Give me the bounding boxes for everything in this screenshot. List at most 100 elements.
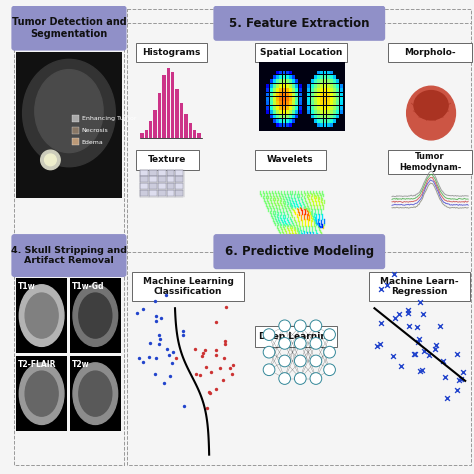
Point — [397, 363, 404, 370]
Point — [416, 367, 424, 374]
Bar — [266, 88, 269, 92]
Bar — [339, 106, 343, 109]
Point — [404, 310, 412, 317]
Text: Necrosis: Necrosis — [82, 128, 109, 133]
Point — [377, 340, 384, 347]
Bar — [323, 101, 327, 105]
Point — [212, 346, 220, 354]
Point — [153, 318, 160, 325]
Point — [413, 324, 421, 331]
Bar — [279, 84, 282, 88]
Bar — [266, 92, 269, 96]
Bar — [327, 110, 329, 114]
Ellipse shape — [23, 59, 115, 167]
Bar — [327, 101, 329, 105]
Bar — [16, 356, 67, 431]
Bar — [283, 119, 285, 123]
Point — [153, 313, 160, 320]
FancyBboxPatch shape — [255, 326, 337, 347]
Bar — [189, 123, 192, 138]
Bar — [314, 110, 317, 114]
Bar — [286, 119, 289, 123]
Bar — [327, 79, 329, 83]
Bar — [279, 106, 282, 109]
Bar — [283, 101, 285, 105]
Bar — [339, 101, 343, 105]
Text: Machine Learning
Classification: Machine Learning Classification — [143, 277, 234, 296]
Bar — [276, 75, 279, 79]
Bar — [270, 84, 273, 88]
Bar — [299, 110, 301, 114]
Circle shape — [279, 373, 291, 384]
Bar — [317, 71, 320, 74]
Bar — [289, 84, 292, 88]
Bar — [314, 115, 317, 118]
Bar — [320, 115, 323, 118]
Bar — [333, 88, 336, 92]
Bar — [14, 9, 124, 235]
Point — [439, 357, 447, 365]
Bar — [299, 84, 301, 88]
Bar — [266, 106, 269, 109]
Bar — [286, 84, 289, 88]
Bar — [333, 75, 336, 79]
Bar — [149, 170, 157, 175]
Ellipse shape — [25, 371, 58, 416]
Bar — [289, 123, 292, 127]
Ellipse shape — [35, 70, 103, 153]
Bar — [154, 110, 157, 138]
FancyBboxPatch shape — [132, 272, 244, 301]
Bar — [323, 115, 327, 118]
Circle shape — [41, 150, 60, 170]
Bar — [149, 190, 157, 196]
Bar — [320, 71, 323, 74]
Bar — [289, 110, 292, 114]
FancyBboxPatch shape — [11, 6, 127, 51]
Bar — [184, 114, 188, 138]
Circle shape — [294, 337, 306, 349]
Bar — [270, 110, 273, 114]
Bar — [333, 101, 336, 105]
FancyBboxPatch shape — [213, 234, 385, 269]
Bar — [292, 88, 295, 92]
Point — [216, 364, 224, 371]
Bar — [337, 115, 339, 118]
Bar — [292, 119, 295, 123]
Bar — [317, 101, 320, 105]
Point — [157, 315, 164, 322]
Point — [196, 372, 204, 379]
Text: T2-FLAIR: T2-FLAIR — [18, 360, 57, 369]
Point — [437, 322, 444, 330]
Bar — [149, 176, 157, 182]
Bar — [162, 75, 165, 138]
Bar — [286, 123, 289, 127]
Bar — [323, 119, 327, 123]
Bar — [337, 106, 339, 109]
Circle shape — [310, 355, 322, 367]
Ellipse shape — [79, 371, 112, 416]
Bar — [175, 183, 183, 189]
Bar — [323, 92, 327, 96]
Bar — [273, 101, 276, 105]
Bar — [320, 101, 323, 105]
Bar — [166, 183, 174, 189]
Bar — [317, 123, 320, 127]
Bar — [171, 72, 174, 138]
Bar — [327, 123, 329, 127]
Bar — [308, 92, 310, 96]
Point — [162, 291, 170, 299]
Bar — [14, 237, 124, 465]
Bar — [295, 84, 298, 88]
Bar — [314, 92, 317, 96]
Bar — [320, 110, 323, 114]
Ellipse shape — [25, 293, 58, 338]
Bar — [327, 92, 329, 96]
Point — [172, 354, 180, 362]
Bar — [317, 110, 320, 114]
Bar — [276, 123, 279, 127]
Bar — [140, 190, 148, 196]
Bar — [292, 110, 295, 114]
Circle shape — [324, 329, 336, 340]
Ellipse shape — [79, 293, 112, 338]
Bar — [283, 123, 285, 127]
